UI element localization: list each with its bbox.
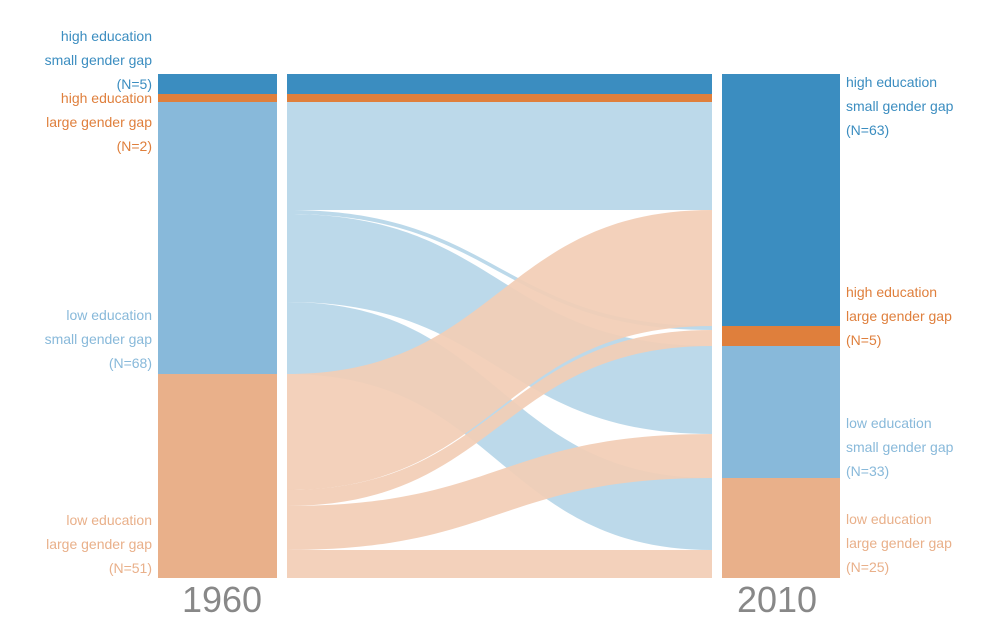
- flow-low_large-to-high_small: [287, 210, 712, 490]
- left-label-low_large-line3: (N=51): [109, 560, 152, 576]
- flow-high_small-to-high_small: [287, 74, 712, 94]
- left-label-high_large-line2: large gender gap: [46, 114, 152, 130]
- left-bar-low_large: [158, 374, 277, 578]
- left-label-low_small-line3: (N=68): [109, 355, 152, 371]
- right-bar-low_large: [722, 478, 840, 578]
- right-label-low_large-line2: large gender gap: [846, 535, 952, 551]
- left-label-high_large-line1: high education: [61, 90, 152, 106]
- left-label-low_large-line1: low education: [66, 512, 152, 528]
- right-label-high_large-line3: (N=5): [846, 332, 881, 348]
- flow-low_small-to-high_large: [287, 210, 712, 330]
- right-label-low_large-line1: low education: [846, 511, 932, 527]
- left-label-low_small-line1: low education: [66, 307, 152, 323]
- right-label-high_large-line1: high education: [846, 284, 937, 300]
- left-label-high_large-line3: (N=2): [117, 138, 152, 154]
- right-bar-low_small: [722, 346, 840, 478]
- right-label-high_small-line1: high education: [846, 74, 937, 90]
- flow-high_large-to-high_small: [287, 94, 712, 102]
- flow-low_large-to-low_small: [287, 434, 712, 550]
- right-label-high_small-line3: (N=63): [846, 122, 889, 138]
- left-label-high_small-line3: (N=5): [117, 76, 152, 92]
- left-label-low_small-line2: small gender gap: [45, 331, 153, 347]
- nodes-group: [158, 74, 840, 578]
- flow-low_large-to-low_large: [287, 550, 712, 578]
- right-label-high_small-line2: small gender gap: [846, 98, 954, 114]
- right-label-low_large-line3: (N=25): [846, 559, 889, 575]
- flows-group: [287, 74, 712, 578]
- right-bar-high_small: [722, 74, 840, 326]
- flow-low_small-to-high_small: [287, 102, 712, 210]
- left-label-high_small-line1: high education: [61, 28, 152, 44]
- flow-low_large-to-high_large: [287, 330, 712, 506]
- left-label-high_small-line2: small gender gap: [45, 52, 153, 68]
- left-bar-high_large: [158, 94, 277, 102]
- year-label-2010: 2010: [737, 579, 817, 620]
- left-bar-low_small: [158, 102, 277, 374]
- year-label-1960: 1960: [182, 579, 262, 620]
- right-bar-high_large: [722, 326, 840, 346]
- left-label-low_large-line2: large gender gap: [46, 536, 152, 552]
- right-label-low_small-line2: small gender gap: [846, 439, 954, 455]
- right-label-high_large-line2: large gender gap: [846, 308, 952, 324]
- right-label-low_small-line3: (N=33): [846, 463, 889, 479]
- left-bar-high_small: [158, 74, 277, 94]
- right-label-low_small-line1: low education: [846, 415, 932, 431]
